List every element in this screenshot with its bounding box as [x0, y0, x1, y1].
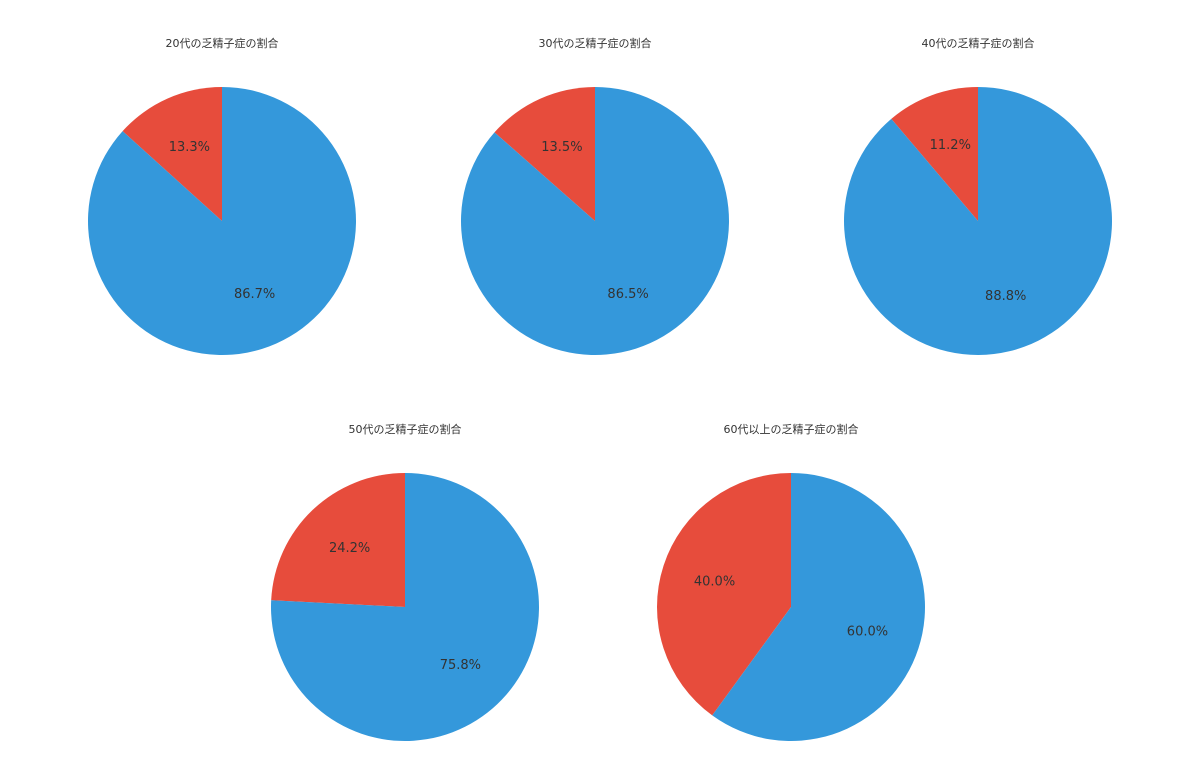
- slice-label: 11.2%: [930, 138, 971, 153]
- chart-title: 60代以上の乏精子症の割合: [724, 422, 859, 436]
- chart-title: 50代の乏精子症の割合: [349, 422, 462, 436]
- pie-slice: [271, 473, 405, 607]
- slice-label: 60.0%: [847, 624, 888, 639]
- slice-label: 13.5%: [541, 140, 582, 155]
- pie-chart-2: 30代の乏精子症の割合 13.5% 86.5%: [460, 36, 729, 355]
- pie-slice: [657, 473, 791, 716]
- slice-label: 88.8%: [985, 289, 1026, 304]
- pie-slice: [270, 473, 539, 741]
- chart-title: 40代の乏精子症の割合: [922, 36, 1035, 50]
- pie-chart-3: 40代の乏精子症の割合 11.2% 88.8%: [844, 36, 1113, 355]
- pie-chart-5: 60代以上の乏精子症の割合 40.0% 60.0%: [657, 422, 926, 741]
- slice-label: 24.2%: [329, 541, 370, 556]
- chart-title: 30代の乏精子症の割合: [539, 36, 652, 50]
- slice-label: 86.7%: [234, 287, 275, 302]
- slice-label: 75.8%: [440, 658, 481, 673]
- pie-slice: [460, 87, 729, 355]
- pie-chart-1: 20代の乏精子症の割合 13.3% 86.7%: [88, 36, 357, 355]
- pie-slice: [494, 87, 595, 221]
- pie-slice: [88, 87, 357, 355]
- slice-label: 40.0%: [694, 575, 735, 590]
- slice-label: 86.5%: [607, 287, 648, 302]
- pie-chart-4: 50代の乏精子症の割合 24.2% 75.8%: [270, 422, 539, 741]
- pie-slice: [844, 87, 1113, 355]
- pie-slice: [122, 87, 222, 221]
- pie-slice: [712, 473, 926, 741]
- chart-title: 20代の乏精子症の割合: [166, 36, 279, 50]
- slice-label: 13.3%: [169, 140, 210, 155]
- pie-slice: [891, 87, 978, 221]
